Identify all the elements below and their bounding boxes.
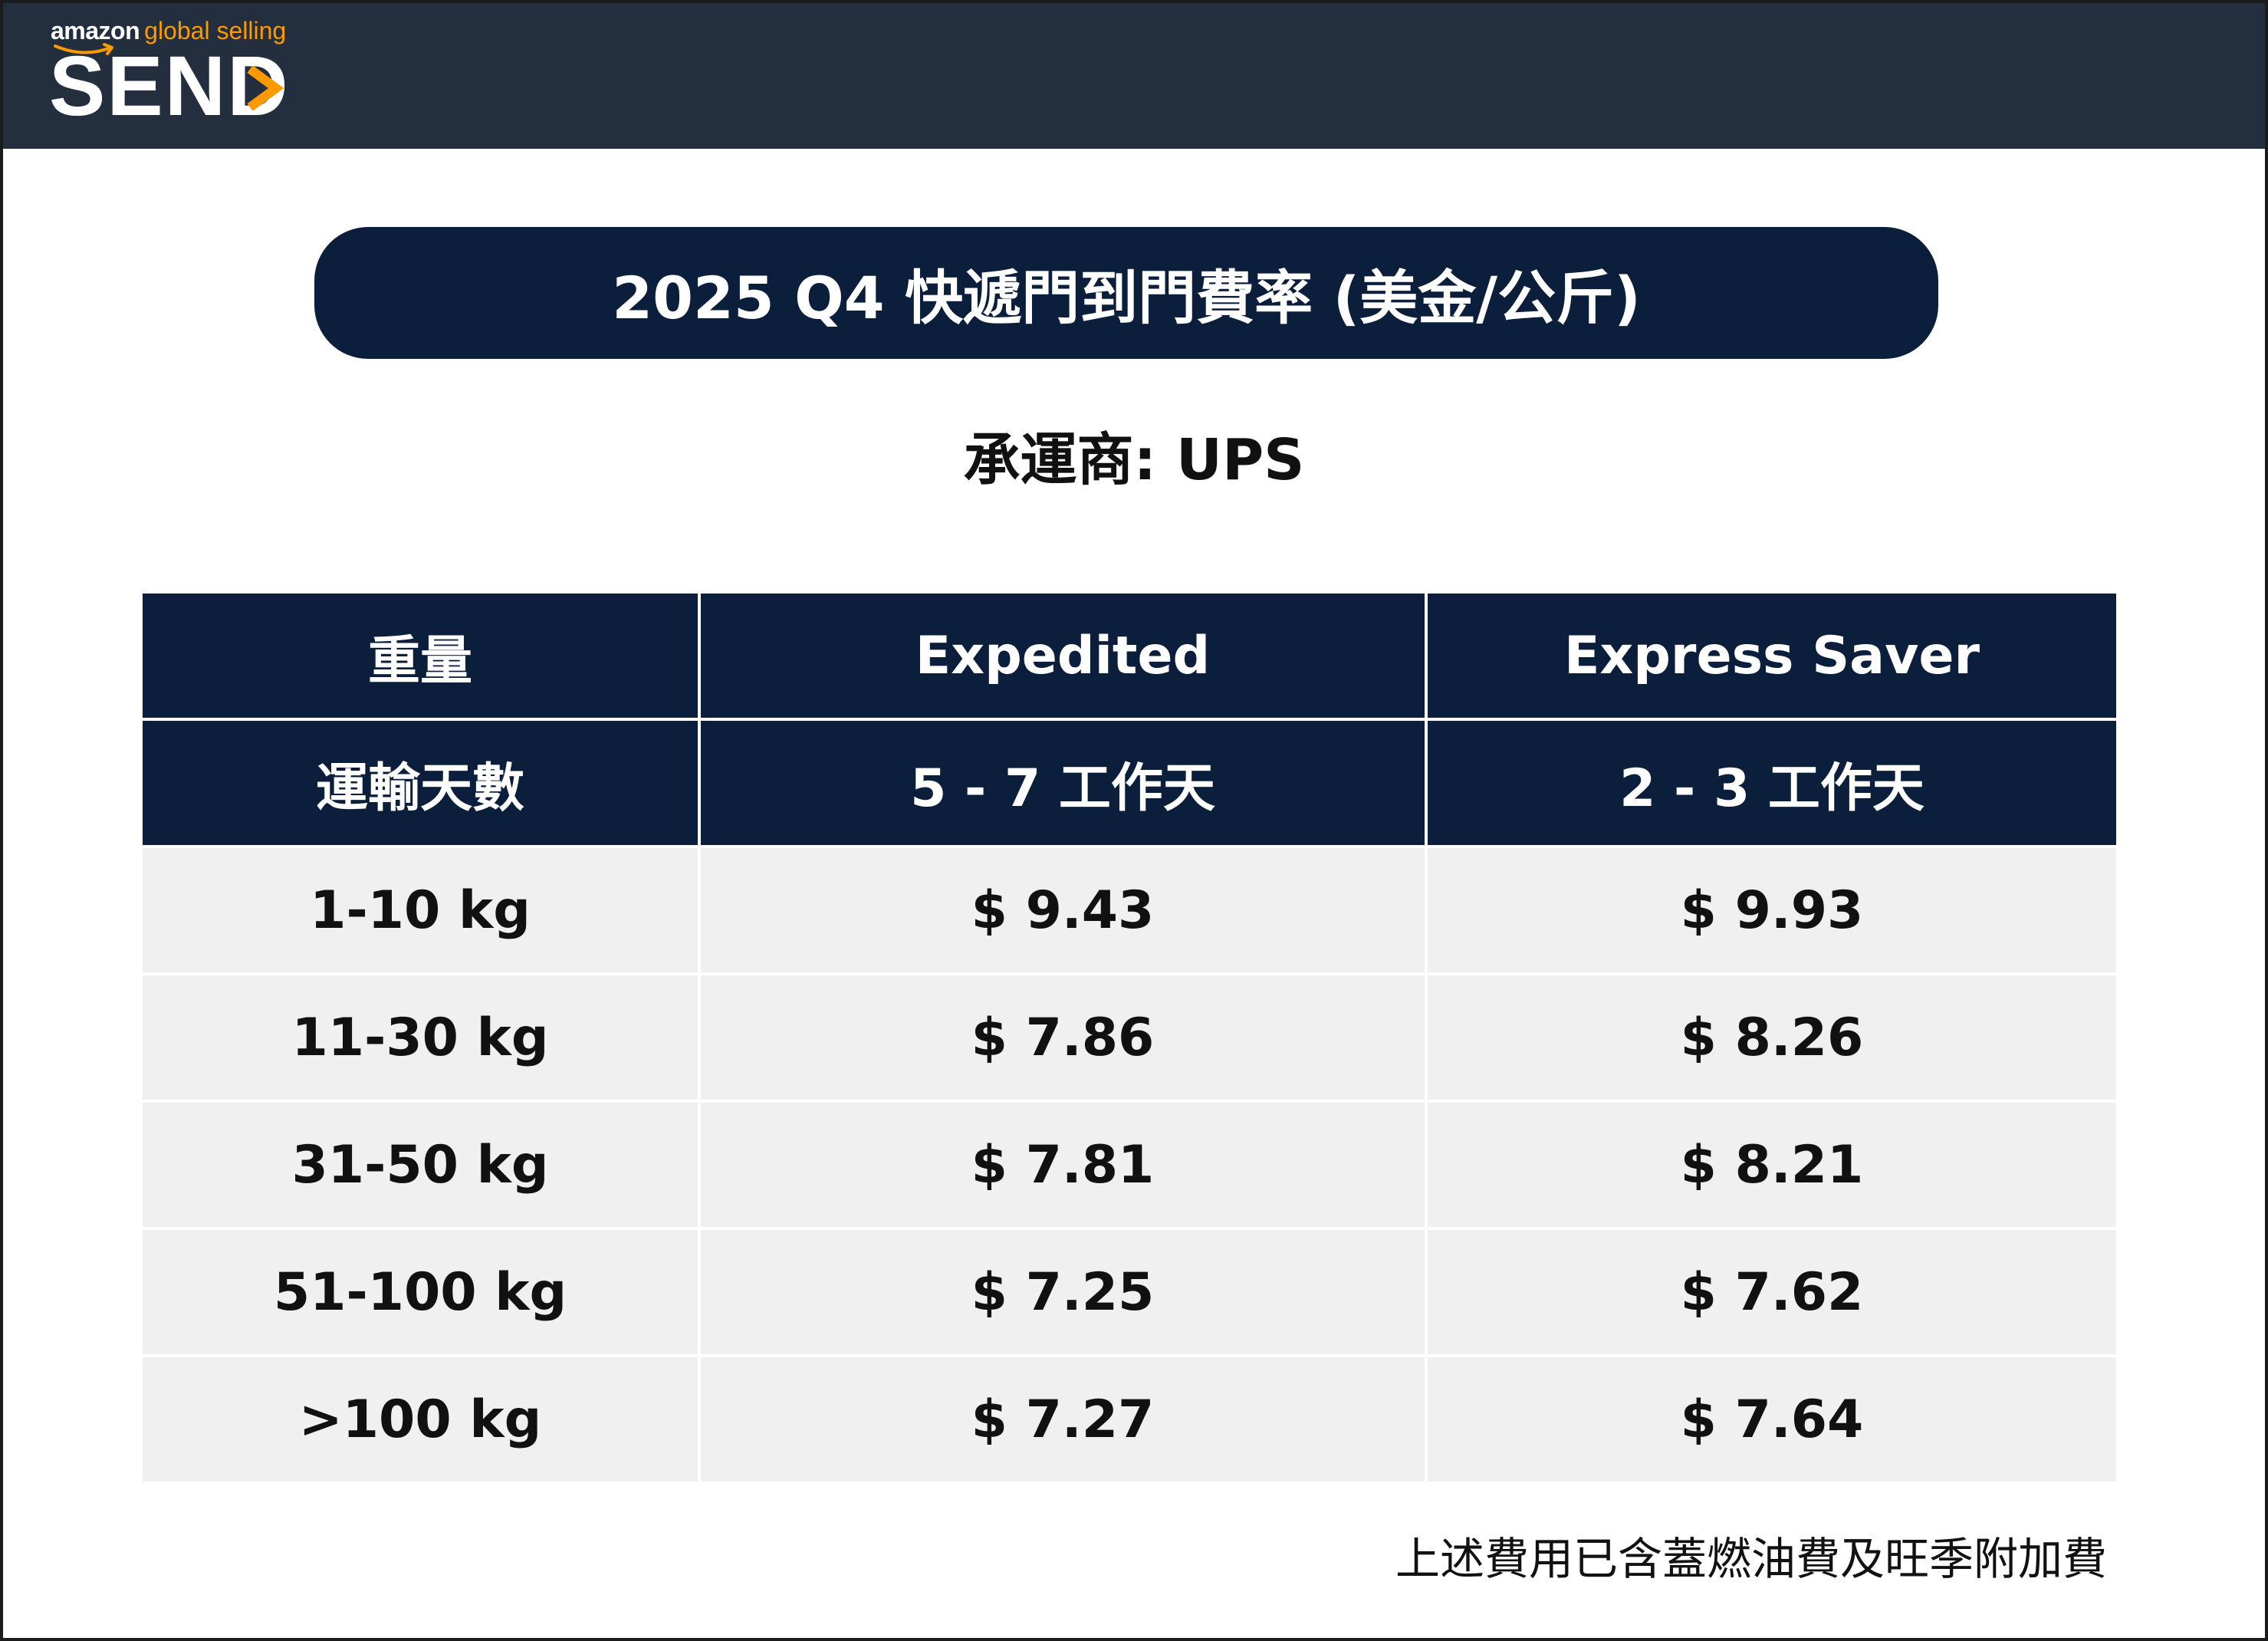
page-title: 2025 Q4 快遞門到門費率 (美金/公斤) <box>314 227 1938 359</box>
logo-global-selling-text: global selling <box>144 17 287 44</box>
weight-cell: >100 kg <box>140 1354 701 1485</box>
weight-cell: 1-10 kg <box>140 845 701 975</box>
expedited-rate-cell: $ 7.27 <box>698 1354 1428 1485</box>
table-row: 31-50 kg $ 7.81 $ 8.21 <box>140 1100 2119 1230</box>
send-logo: SEN D <box>49 44 290 129</box>
express-saver-rate-cell: $ 8.21 <box>1425 1100 2119 1230</box>
logo-amazon-text: amazon <box>51 17 140 44</box>
header-cell-express-saver-days: 2 - 3 工作天 <box>1425 718 2119 848</box>
top-bar: amazon global selling SEN D <box>3 3 2265 149</box>
expedited-rate-cell: $ 9.43 <box>698 845 1428 975</box>
table-row: 11-30 kg $ 7.86 $ 8.26 <box>140 972 2119 1103</box>
express-saver-rate-cell: $ 7.62 <box>1425 1227 2119 1357</box>
weight-cell: 11-30 kg <box>140 972 701 1103</box>
orange-chevron-icon <box>247 66 284 110</box>
header-cell-express-saver: Express Saver <box>1425 590 2119 721</box>
send-logo-text: SEN <box>49 39 228 133</box>
header-cell-transit-days: 運輸天數 <box>140 718 701 848</box>
table-transit-row: 運輸天數 5 - 7 工作天 2 - 3 工作天 <box>140 718 2119 848</box>
amazon-global-selling-logo: amazon global selling <box>51 17 286 45</box>
expedited-rate-cell: $ 7.81 <box>698 1100 1428 1230</box>
header-cell-expedited: Expedited <box>698 590 1428 721</box>
surcharge-footnote: 上述費用已含蓋燃油費及旺季附加費 <box>1395 1533 2107 1585</box>
amazon-smile-icon <box>54 43 113 55</box>
rates-table: 重量 Expedited Express Saver 運輸天數 5 - 7 工作… <box>140 590 2119 1485</box>
page-title-text: 2025 Q4 快遞門到門費率 (美金/公斤) <box>612 264 1641 332</box>
table-row: 1-10 kg $ 9.43 $ 9.93 <box>140 845 2119 975</box>
table-row: 51-100 kg $ 7.25 $ 7.62 <box>140 1227 2119 1357</box>
table-row: >100 kg $ 7.27 $ 7.64 <box>140 1354 2119 1485</box>
carrier-label: 承運商: UPS <box>963 427 1305 493</box>
express-saver-rate-cell: $ 7.64 <box>1425 1354 2119 1485</box>
express-saver-rate-cell: $ 8.26 <box>1425 972 2119 1103</box>
weight-cell: 31-50 kg <box>140 1100 701 1230</box>
expedited-rate-cell: $ 7.25 <box>698 1227 1428 1357</box>
send-logo-d: D <box>227 39 290 133</box>
header-cell-weight: 重量 <box>140 590 701 721</box>
header-cell-expedited-days: 5 - 7 工作天 <box>698 718 1428 848</box>
express-saver-rate-cell: $ 9.93 <box>1425 845 2119 975</box>
weight-cell: 51-100 kg <box>140 1227 701 1357</box>
table-header-row: 重量 Expedited Express Saver <box>140 590 2119 721</box>
expedited-rate-cell: $ 7.86 <box>698 972 1428 1103</box>
